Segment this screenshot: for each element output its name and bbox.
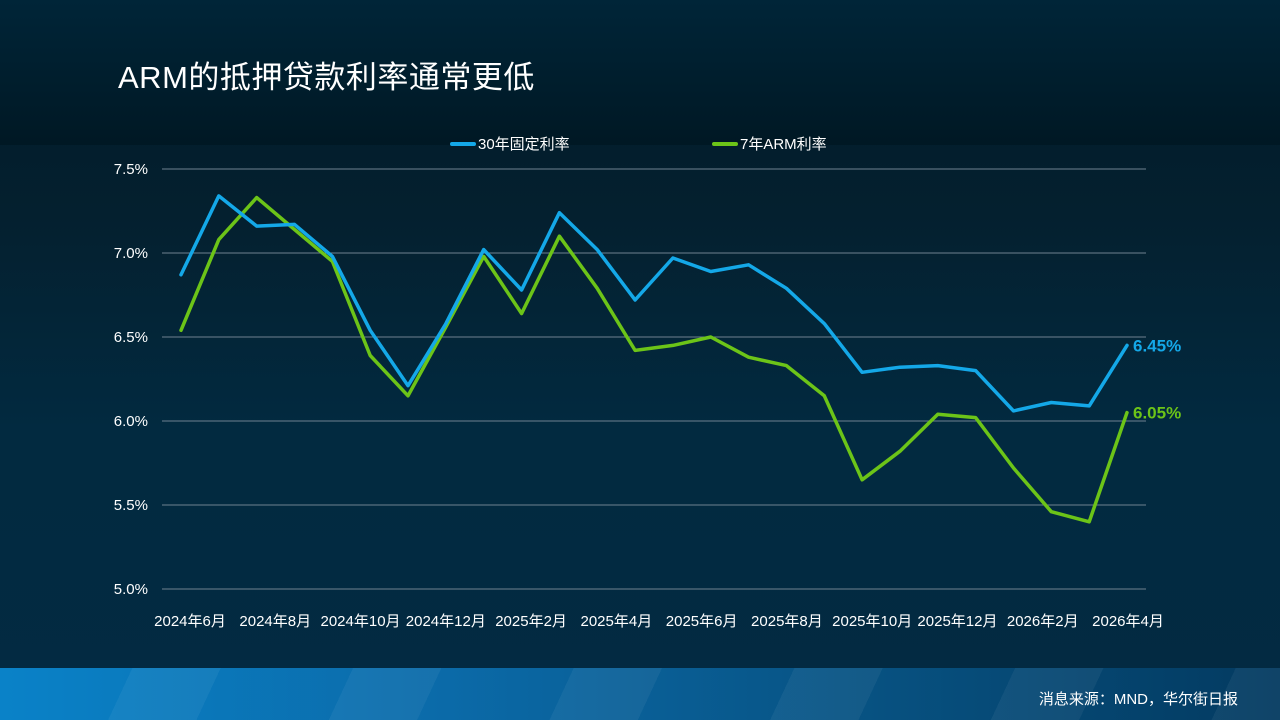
y-tick-label: 6.5% — [114, 329, 148, 346]
series-line-fixed30 — [179, 194, 1129, 413]
legend-label-arm7: 7年ARM利率 — [740, 136, 827, 153]
legend-item-arm7[interactable]: 7年ARM利率 — [712, 133, 827, 154]
x-tick-label: 2024年6月 — [154, 613, 226, 630]
series-line-arm7 — [179, 195, 1129, 524]
end-label-fixed30: 6.45% — [1133, 336, 1181, 355]
x-tick-label: 2026年2月 — [1007, 613, 1079, 630]
x-tick-label: 2025年12月 — [917, 613, 997, 630]
legend: 30年固定利率 7年ARM利率 — [0, 133, 1280, 155]
x-tick-label: 2025年8月 — [751, 613, 823, 630]
x-tick-label: 2025年6月 — [666, 613, 738, 630]
end-label-arm7: 6.05% — [1133, 404, 1181, 423]
line-chart: 7.5% 7.0% 6.5% 6.0% 5.5% 5.0% 2024年6月 2024年8月 20… — [114, 161, 1182, 630]
x-tick-label: 2025年2月 — [495, 613, 567, 630]
x-tick-label: 2024年10月 — [321, 613, 401, 630]
y-tick-label: 7.0% — [114, 245, 148, 262]
legend-label-fixed30: 30年固定利率 — [478, 136, 570, 153]
footer-band — [0, 668, 1280, 720]
x-tick-label: 2026年4月 — [1092, 613, 1164, 630]
y-tick-label: 7.5% — [114, 161, 148, 178]
source-note: 消息来源：MND，华尔街日报 — [1038, 691, 1238, 708]
x-tick-label: 2025年10月 — [832, 613, 912, 630]
x-tick-label: 2024年12月 — [406, 613, 486, 630]
legend-swatch-arm7 — [712, 141, 738, 146]
y-tick-label: 6.0% — [114, 413, 148, 430]
y-tick-label: 5.5% — [114, 497, 148, 514]
x-tick-label: 2024年8月 — [239, 613, 311, 630]
chart-title: ARM的抵押贷款利率通常更低 — [118, 60, 535, 95]
legend-swatch-fixed30 — [450, 141, 476, 146]
header-band — [0, 0, 1280, 145]
footer-decoration — [0, 668, 1280, 720]
legend-item-fixed30[interactable]: 30年固定利率 — [450, 133, 570, 154]
x-tick-label: 2025年4月 — [581, 613, 653, 630]
y-tick-label: 5.0% — [114, 581, 148, 598]
